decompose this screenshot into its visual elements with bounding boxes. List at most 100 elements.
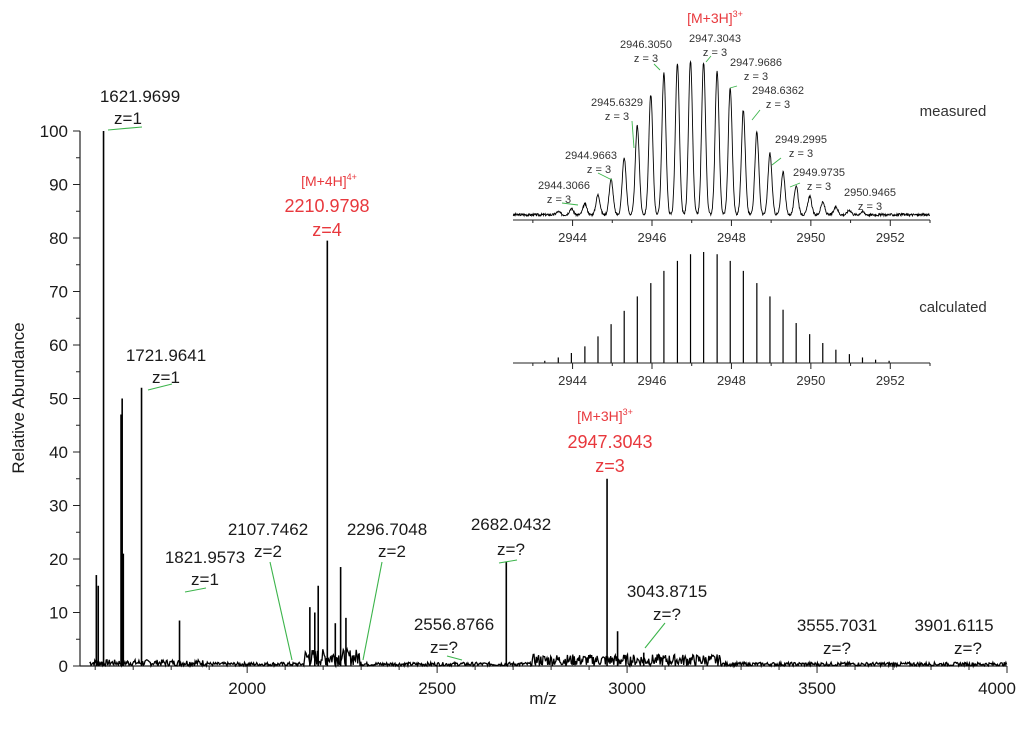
y-tick-label: 80 [49,229,68,248]
ion-label: [M+3H]3+ [577,407,633,424]
ion-charge-superscript: 3+ [733,9,743,19]
y-ticks: 0 10 20 30 40 50 60 70 80 90 100 [40,122,80,676]
svg-text:z = 3: z = 3 [766,99,790,111]
svg-text:2950.9465: 2950.9465 [844,187,896,199]
annotation-z: z=? [954,639,982,658]
inset-annotations: 2944.3066 z = 3 2944.9663 z = 3 2945.632… [538,33,896,213]
x-tick-label: 2500 [418,679,456,698]
leader-2296 [362,561,383,661]
leader-2556 [446,655,463,661]
svg-text:z = 3: z = 3 [547,194,571,206]
annotation-mz: 1821.9573 [165,548,245,567]
y-tick-label: 90 [49,176,68,195]
x-tick-label: 2000 [228,679,266,698]
inset-tick-label: 2948 [717,230,746,245]
inset-tick-label: 2952 [876,230,905,245]
ion-mz: 2947.3043 [567,432,652,452]
annotation-z: z=? [497,540,525,559]
inset-calculated-ticks: 2944 2946 2948 2950 2952 [532,363,931,388]
annotation-z: z=2 [254,542,282,561]
svg-text:z = 3: z = 3 [634,53,658,65]
leader-1821 [184,587,207,593]
x-ticks: 2000 2500 3000 3500 4000 [94,666,1016,698]
svg-text:2946.3050: 2946.3050 [620,39,672,51]
svg-text:2949.9735: 2949.9735 [793,167,845,179]
peak-annotations: 1621.9699 z=1 1721.9641 z=1 1821.9573 z=… [100,87,994,658]
leader-2682 [498,559,518,564]
inset-tick-label: 2946 [638,373,667,388]
x-tick-label: 3000 [608,679,646,698]
leader-2107 [269,561,293,661]
annotation-leaders [107,126,666,661]
annotation-z: z=1 [152,368,180,387]
inset-panel-label: measured [920,103,987,120]
svg-text:z = 3: z = 3 [744,71,768,83]
x-tick-label: 3500 [798,679,836,698]
y-tick-label: 70 [49,283,68,302]
svg-text:2949.2995: 2949.2995 [775,134,827,146]
svg-text:2948.6362: 2948.6362 [752,85,804,97]
svg-text:2947.3043: 2947.3043 [689,33,741,45]
inset-tick-label: 2944 [558,373,587,388]
annotation-z: z=? [430,638,458,657]
y-tick-label: 10 [49,604,68,623]
annotation-mz: 1721.9641 [126,346,206,365]
ion-mz: 2210.9798 [284,196,369,216]
highlighted-ion-4h: [M+4H]4+ 2210.9798 z=4 [284,172,369,240]
inset-tick-label: 2950 [796,230,825,245]
annotation-z: z=1 [191,570,219,589]
inset-tick-label: 2948 [717,373,746,388]
annotation-mz: 1621.9699 [100,87,180,106]
svg-text:2944.9663: 2944.9663 [565,150,617,162]
inset-tick-label: 2944 [558,230,587,245]
ion-z: z=3 [595,456,625,476]
inset-tick-label: 2946 [638,230,667,245]
highlighted-ion-3h: [M+3H]3+ 2947.3043 z=3 [567,407,652,476]
leader-1621 [107,126,143,131]
svg-text:2945.6329: 2945.6329 [591,97,643,109]
annotation-mz: 3043.8715 [627,582,707,601]
inset-measured-ticks: 2944 2946 2948 2950 2952 [532,220,931,245]
x-axis-label: m/z [529,689,556,708]
ion-charge-superscript: 3+ [623,407,633,417]
y-tick-label: 60 [49,336,68,355]
inset-tick-label: 2950 [796,373,825,388]
inset-measured: [M+3H]3+ 2944 2946 2948 2950 2952 measured 2… [512,9,987,245]
svg-text:z = 3: z = 3 [587,164,611,176]
annotation-z: z=? [653,605,681,624]
spectrum-peaks [95,131,645,666]
inset-tick-label: 2952 [876,373,905,388]
ion-charge-superscript: 4+ [347,172,357,182]
svg-text:z = 3: z = 3 [703,47,727,59]
annotation-mz: 2107.7462 [228,520,308,539]
spectrum-trace [89,646,1008,669]
y-tick-label: 50 [49,390,68,409]
leader-1721 [147,383,173,391]
annotation-mz: 2296.7048 [347,520,427,539]
y-axis-label: Relative Abundance [9,322,28,473]
svg-text:z = 3: z = 3 [858,201,882,213]
x-tick-label: 4000 [978,679,1016,698]
measured-trace [512,59,931,218]
svg-text:z = 3: z = 3 [789,148,813,160]
svg-text:2944.3066: 2944.3066 [538,180,590,192]
annotation-z: z=1 [114,109,142,128]
ion-z: z=4 [312,220,342,240]
svg-text:z = 3: z = 3 [605,111,629,123]
inset-title: [M+3H]3+ [687,9,743,26]
annotation-mz: 2556.8766 [414,615,494,634]
leader-3043 [644,622,666,649]
y-tick-label: 20 [49,550,68,569]
inset-leaders [561,55,801,206]
inset-calculated: 2944 2946 2948 2950 2952 calculated [513,252,987,388]
annotation-mz: 3555.7031 [797,616,877,635]
inset-panel-label: calculated [919,299,987,316]
svg-text:z = 3: z = 3 [807,181,831,193]
y-tick-label: 40 [49,443,68,462]
annotation-mz: 3901.6115 [914,616,993,635]
annotation-z: z=? [823,639,851,658]
calculated-peaks [544,252,890,363]
y-tick-label: 30 [49,497,68,516]
annotation-z: z=2 [378,542,406,561]
